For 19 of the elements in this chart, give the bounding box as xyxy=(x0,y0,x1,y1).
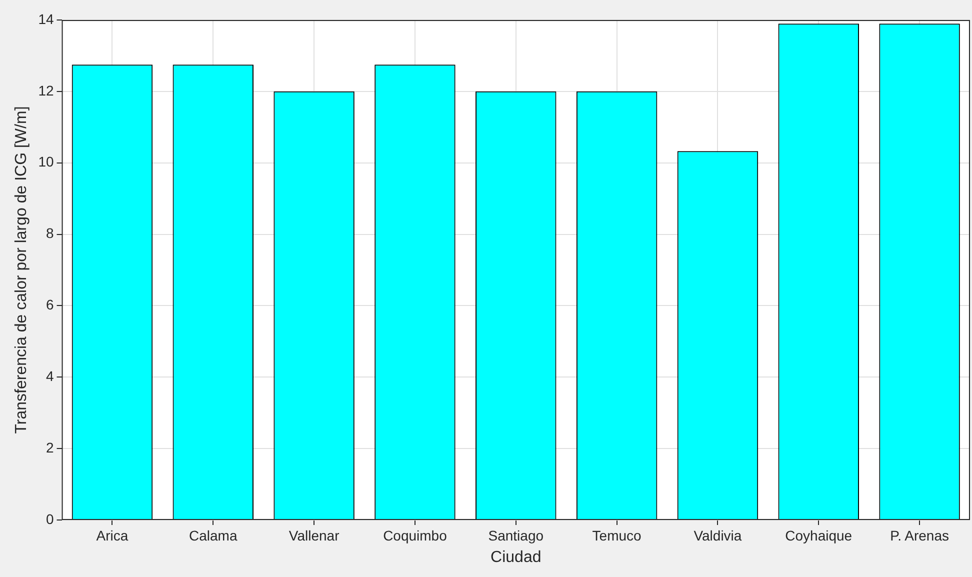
y-tick-label: 10 xyxy=(38,154,54,170)
y-tick-label: 8 xyxy=(46,225,54,242)
x-tick-label: P. Arenas xyxy=(890,527,949,544)
x-axis-title: Ciudad xyxy=(490,548,542,566)
y-tick-label: 0 xyxy=(46,510,54,527)
x-tick-label: Temuco xyxy=(592,527,642,544)
x-tick-label: Arica xyxy=(96,527,128,544)
x-tick-label: Vallenar xyxy=(288,527,340,544)
x-tick-label: Calama xyxy=(189,527,238,544)
y-tick-label: 6 xyxy=(46,296,54,313)
y-tick-label: 14 xyxy=(38,10,54,27)
y-tick-label: 12 xyxy=(38,82,54,98)
x-tick-label: Coyhaique xyxy=(785,527,852,544)
x-tick-label: Valdivia xyxy=(694,527,742,544)
y-axis-title: Transferencia de calor por largo de ICG [W/m] xyxy=(13,106,30,434)
y-tick-label: 4 xyxy=(46,368,54,384)
x-tick-label: Santiago xyxy=(488,527,544,544)
y-tick-label: 2 xyxy=(46,439,54,456)
x-tick-label: Coquimbo xyxy=(383,527,448,544)
